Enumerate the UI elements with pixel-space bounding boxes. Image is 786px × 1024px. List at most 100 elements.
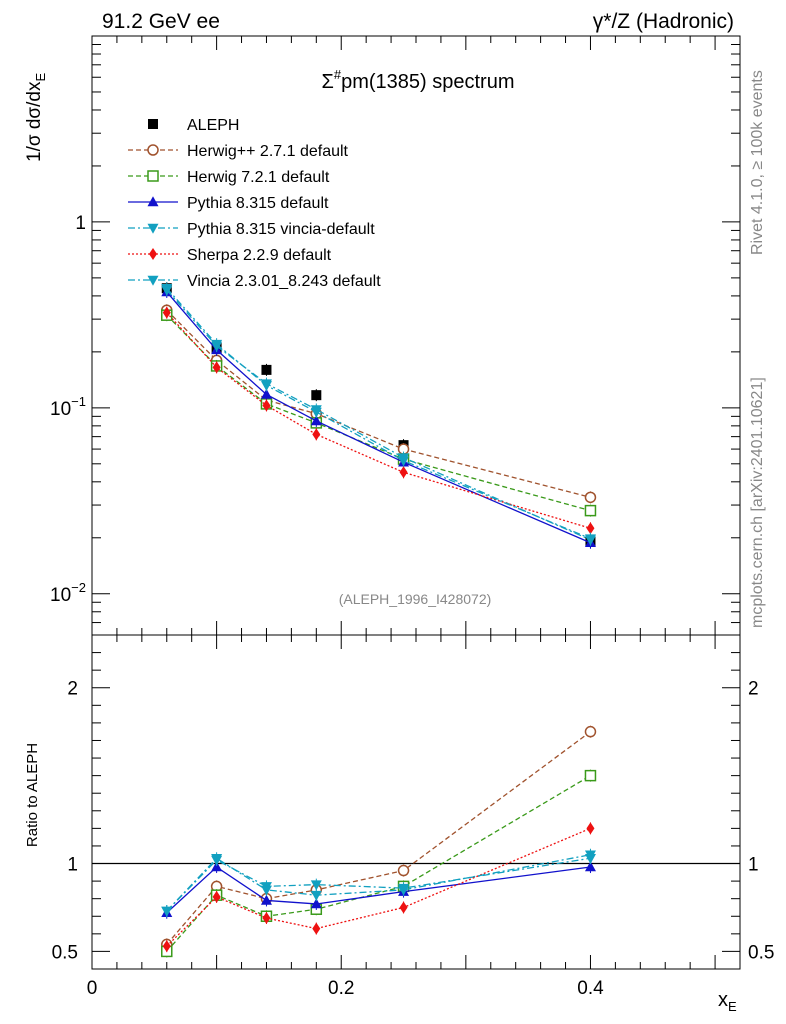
data-point-vincia-2-3-01-8-243-default [584, 850, 596, 861]
ratio-y-label: Ratio to ALEPH [24, 743, 41, 847]
data-point-pythia-8-315-default [310, 415, 322, 426]
data-point-sherpa-2-2-9-default [399, 901, 408, 914]
ratio-y-tick-labels: 0.5 0.5 1 1 2 2 [52, 679, 775, 964]
data-point-sherpa-2-2-9-default [586, 522, 595, 535]
legend-entry-herwig-7-2-1-default: Herwig 7.2.1 default [128, 169, 330, 186]
x-axis-label: xE [718, 989, 737, 1014]
series-line-vincia-2-3-01-8-243-default [166, 287, 591, 540]
data-point-vincia-2-3-01-8-243-default [310, 407, 322, 418]
main-y-label: 1/σ dσ/dxE [24, 73, 48, 163]
data-point-sherpa-2-2-9-default [399, 466, 408, 479]
series-vincia-2-3-01-8-243-default [161, 282, 596, 545]
data-point-vincia-2-3-01-8-243-default [584, 534, 596, 545]
data-point-sherpa-2-2-9-default [262, 399, 271, 412]
header-energy: 91.2 GeV ee [102, 10, 220, 33]
data-point-vincia-2-3-01-8-243-default [161, 283, 173, 294]
legend-label: Herwig++ 2.7.1 default [187, 143, 349, 160]
mcplots-label: mcplots.cern.ch [arXiv:2401.10621] [749, 377, 766, 628]
series-herwig-7-2-1-default [161, 309, 597, 517]
data-point-herwig-7-2-1-default [584, 769, 597, 782]
series-pythia-8-315-default [161, 861, 596, 919]
data-point-pythia-8-315-default [310, 898, 322, 909]
legend-marker [147, 196, 159, 207]
series-line-sherpa-2-2-9-default [166, 827, 591, 947]
data-point-vincia-2-3-01-8-243-default [211, 854, 223, 865]
legend-entry-herwig-2-7-1-default: Herwig++ 2.7.1 default [128, 143, 349, 160]
series-sherpa-2-2-9-default [162, 822, 595, 953]
series-line-sherpa-2-2-9-default [166, 312, 591, 529]
y-tick-label: 1 [75, 213, 86, 234]
legend-marker [147, 223, 159, 234]
series-pythia-8-315-default [161, 285, 596, 549]
data-point-herwig-2-7-1-default [397, 864, 410, 877]
ratio-y-tick-label-right: 1 [748, 855, 759, 876]
legend-label: Pythia 8.315 vincia-default [187, 221, 375, 238]
data-point-vincia-2-3-01-8-243-default [260, 885, 272, 896]
data-point-pythia-8-315-default [260, 894, 272, 905]
legend-entry-sherpa-2-2-9-default: Sherpa 2.2.9 default [128, 247, 332, 264]
rivet-label: Rivet 4.1.0, ≥ 100k events [749, 70, 766, 255]
data-point-aleph [311, 390, 322, 401]
x-tick-label: 0.4 [577, 978, 604, 999]
ratio-panel: 0.5 0.5 1 1 2 2 0 0.2 0.4 Ratio to ALEPH xE [24, 634, 775, 1014]
legend-label: Sherpa 2.2.9 default [187, 247, 332, 264]
legend-entry-aleph: ALEPH [148, 117, 239, 134]
x-axis-label-text: x [718, 989, 728, 1011]
ratio-axis-ticks [91, 634, 740, 970]
header-process: γ*/Z (Hadronic) [593, 10, 734, 33]
series-pythia-8-315-vincia-default [161, 852, 596, 917]
data-point-sherpa-2-2-9-default [262, 912, 271, 925]
x-axis-label-sub: E [728, 999, 737, 1014]
main-y-tick-labels: 1 10−1 10−2 [50, 213, 86, 606]
ratio-y-tick-label-right: 2 [748, 679, 759, 700]
legend-marker [148, 119, 158, 129]
ratio-y-tick-label-left: 1 [67, 855, 78, 876]
data-point-pythia-8-315-default [584, 861, 596, 872]
data-point-sherpa-2-2-9-default [212, 361, 221, 374]
series-line-vincia-2-3-01-8-243-default [166, 854, 591, 912]
main-series-group [161, 282, 597, 549]
main-axis-ticks [91, 35, 740, 636]
series-herwig-2-7-1-default [161, 304, 597, 504]
y-tick-label: 10−1 [50, 394, 86, 420]
legend-label: Pythia 8.315 default [187, 195, 329, 212]
data-point-herwig-2-7-1-default [584, 725, 597, 738]
series-line-pythia-8-315-default [166, 291, 591, 544]
series-line-pythia-8-315-default [166, 866, 591, 914]
chart-title: Σ#pm(1385) spectrum [321, 67, 514, 93]
data-point-vincia-2-3-01-8-243-default [260, 381, 272, 392]
legend-marker [147, 144, 159, 156]
series-vincia-2-3-01-8-243-default [161, 848, 596, 917]
series-line-pythia-8-315-vincia-default [166, 857, 591, 912]
data-point-vincia-2-3-01-8-243-default [398, 456, 410, 467]
main-y-label-sub: E [33, 73, 48, 82]
data-point-sherpa-2-2-9-default [586, 822, 595, 835]
legend-marker [147, 275, 159, 286]
ratio-y-tick-label-left: 2 [67, 679, 78, 700]
legend-label: ALEPH [187, 117, 239, 134]
main-panel: 1 10−1 10−2 Σ#pm(1385) spectrum 1/σ dσ/dxE… [24, 35, 741, 636]
legend: ALEPH Herwig++ 2.7.1 default Herwig 7.2.1 … [128, 117, 381, 290]
legend-label: Herwig 7.2.1 default [187, 169, 330, 186]
series-herwig-2-7-1-default [161, 725, 597, 951]
data-point-pythia-8-315-default [211, 861, 223, 872]
data-point-sherpa-2-2-9-default [312, 428, 321, 441]
series-pythia-8-315-vincia-default [161, 284, 596, 546]
title-superscript: # [334, 67, 342, 82]
legend-label: Vincia 2.3.01_8.243 default [187, 273, 381, 290]
data-point-pythia-8-315-default [260, 388, 272, 399]
data-point-herwig-2-7-1-default [584, 491, 597, 504]
series-aleph [161, 282, 596, 548]
ratio-y-tick-label-right: 0.5 [748, 942, 774, 963]
main-y-label-text: 1/σ dσ/dx [24, 81, 45, 162]
legend-marker [149, 248, 157, 260]
x-tick-label: 0 [87, 978, 98, 999]
data-point-pythia-8-315-vincia-default [310, 880, 322, 891]
ratio-series-group [161, 725, 597, 958]
x-tick-labels: 0 0.2 0.4 [87, 978, 604, 999]
data-point-sherpa-2-2-9-default [162, 940, 171, 953]
title-sigma: Σ [321, 71, 333, 93]
data-point-vincia-2-3-01-8-243-default [398, 885, 410, 896]
series-line-herwig-7-2-1-default [166, 775, 591, 952]
data-point-vincia-2-3-01-8-243-default [211, 339, 223, 350]
